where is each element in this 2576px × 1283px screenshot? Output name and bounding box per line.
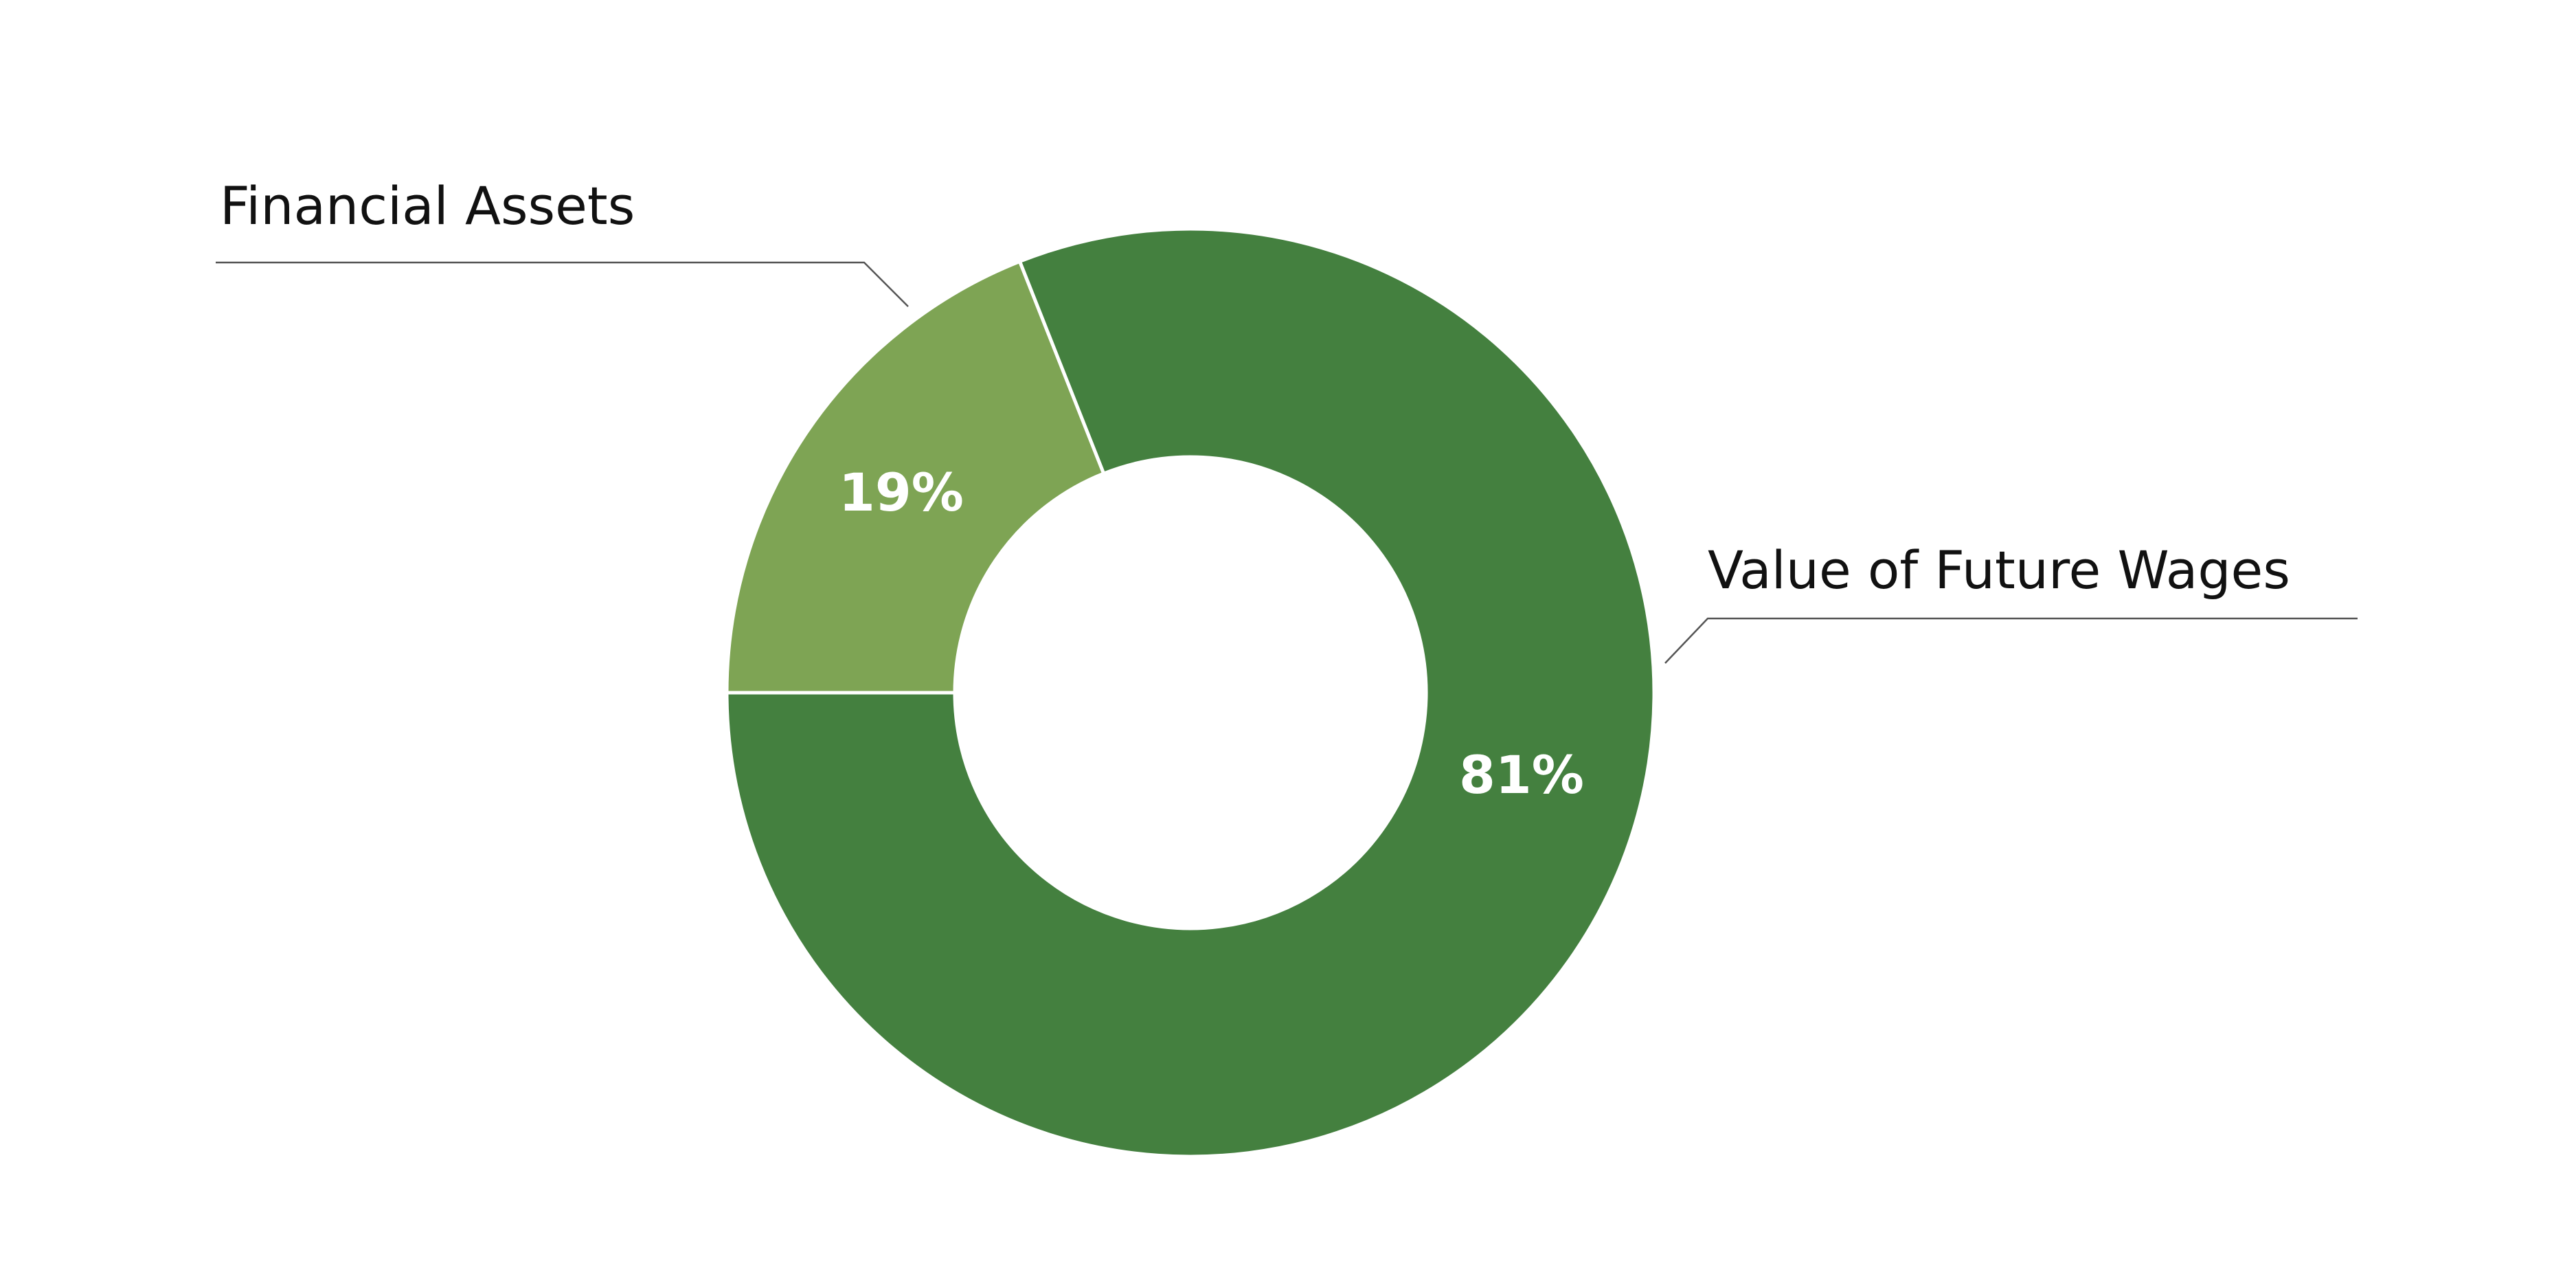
slice xyxy=(725,227,1656,1159)
leader-line xyxy=(216,261,909,307)
slice xyxy=(725,259,1106,695)
category-label: Financial Assets xyxy=(220,175,635,236)
leader-line xyxy=(1664,617,2358,664)
value-label: 81% xyxy=(1459,744,1584,805)
category-label: Value of Future Wages xyxy=(1708,539,2290,601)
value-label: 19% xyxy=(839,462,964,523)
